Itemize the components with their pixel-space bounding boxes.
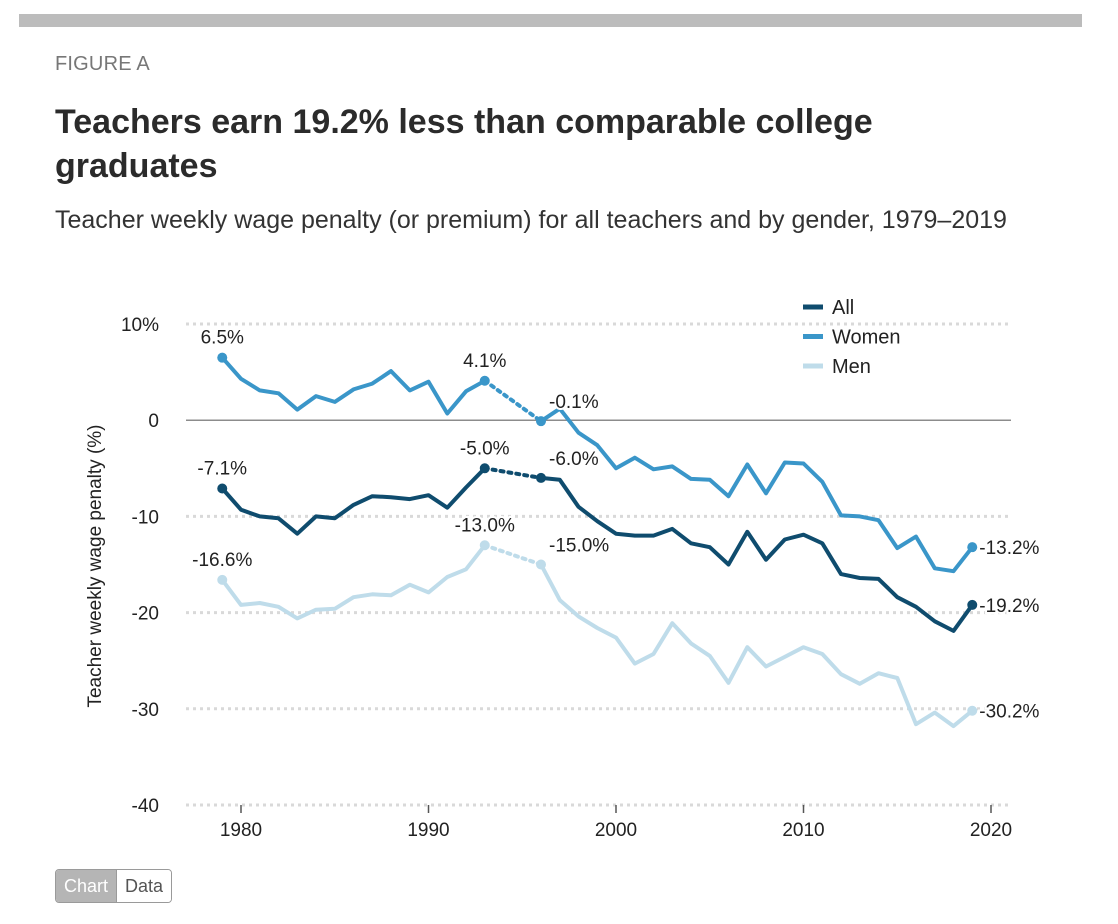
top-accent-bar	[19, 14, 1082, 27]
x-tick-label: 2010	[782, 820, 824, 841]
data-label-all: -6.0%	[549, 449, 599, 470]
data-point-women	[479, 375, 490, 386]
series-gap-all	[482, 466, 543, 480]
y-tick-label: -30	[132, 700, 159, 721]
y-axis-label: Teacher weekly wage penalty (%)	[85, 424, 106, 707]
data-point-men	[967, 705, 978, 716]
data-labels: -16.6% -13.0% -15.0% -30.2% 6.5% 4.1% -0.1% -13…	[190, 326, 1041, 725]
gridlines	[186, 322, 1011, 807]
series-line-men	[220, 543, 487, 621]
data-point-men	[217, 574, 228, 585]
series-line-women	[220, 355, 487, 416]
series-gap-women	[482, 378, 543, 424]
data-label-all: -7.1%	[197, 459, 247, 480]
y-axis-ticks: 10% 0 -10 -20 -30 -40	[121, 315, 159, 817]
chart-subtitle: Teacher weekly wage penalty (or premium)…	[55, 206, 1007, 234]
data-label-women: 6.5%	[201, 328, 244, 349]
data-point-all	[536, 472, 546, 483]
series-line-men	[539, 562, 975, 729]
data-point-men	[479, 540, 490, 551]
data-point-women	[217, 352, 228, 363]
data-label-all: -5.0%	[460, 438, 510, 459]
data-view-button[interactable]: Data	[116, 870, 172, 902]
data-label-women: -0.1%	[549, 392, 599, 413]
legend-label-all: All	[832, 297, 854, 319]
data-point-women	[536, 416, 546, 427]
view-toggle[interactable]: Chart Data	[55, 869, 173, 903]
series-line-women	[539, 406, 975, 574]
x-tick-label: 2000	[595, 820, 637, 841]
x-tick-label: 2020	[970, 820, 1012, 841]
data-label-all: -19.2%	[979, 596, 1039, 617]
y-tick-label: -40	[132, 796, 159, 817]
data-point-women	[967, 542, 978, 553]
data-label-men: -16.6%	[192, 550, 252, 571]
chart-view-button[interactable]: Chart	[56, 870, 117, 902]
legend-label-women: Women	[832, 327, 901, 349]
series-gap-men	[482, 543, 543, 567]
series-lines	[217, 352, 978, 729]
x-tick-label: 1990	[407, 820, 449, 841]
series-line-all	[220, 466, 487, 536]
data-label-men: -15.0%	[549, 536, 609, 557]
data-label-men: -13.0%	[455, 515, 515, 536]
data-point-men	[536, 559, 546, 570]
data-label-women: -13.2%	[979, 538, 1039, 559]
legend-label-men: Men	[832, 356, 871, 378]
data-point-all	[217, 483, 228, 494]
y-tick-label: 10%	[121, 315, 159, 336]
x-axis-ticks: 1980 1990 2000 2010 2020	[220, 805, 1012, 841]
series-line-all	[539, 475, 975, 633]
legend: All Women Men	[803, 297, 901, 378]
data-point-all	[967, 599, 978, 610]
line-chart: 10% 0 -10 -20 -30 -40 1980 1990 2000 2010 2020 Te…	[85, 297, 1042, 841]
data-label-women: 4.1%	[463, 351, 506, 372]
y-tick-label: 0	[148, 411, 159, 432]
y-tick-label: -20	[132, 604, 159, 625]
data-point-all	[479, 463, 490, 474]
y-tick-label: -10	[132, 507, 159, 528]
figure-label: FIGURE A	[55, 53, 150, 75]
x-tick-label: 1980	[220, 820, 262, 841]
chart-title: Teachers earn 19.2% less than comparable…	[55, 103, 873, 185]
data-label-men: -30.2%	[979, 702, 1039, 723]
